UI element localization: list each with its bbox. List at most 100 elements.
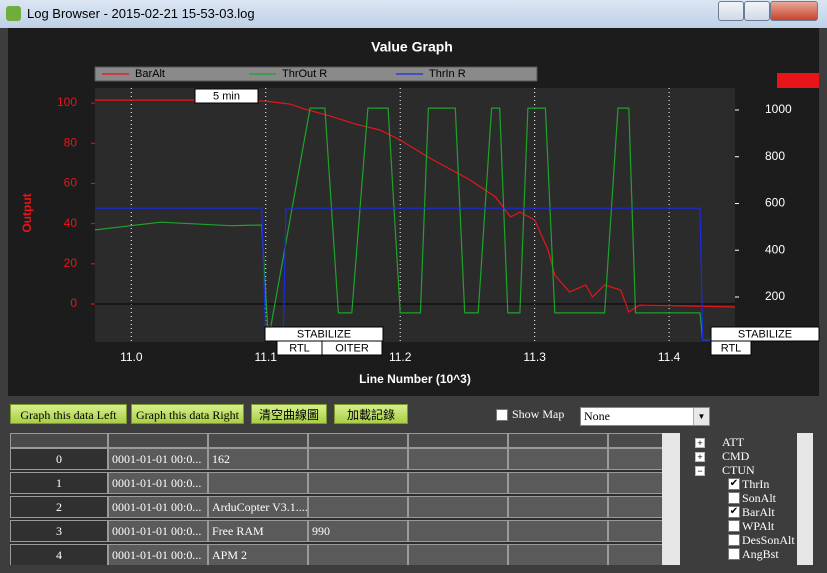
graph-button[interactable]: Graph this data Right [131,404,244,424]
expand-toggle[interactable]: − [695,466,705,476]
column-header[interactable] [10,433,108,448]
x-tick-label: 11.3 [523,350,546,364]
annotation: RTL [289,342,310,354]
tree-checkbox[interactable]: ✔ [728,478,740,490]
y-tick-label: 0 [70,296,77,310]
y-tick-label: 80 [64,135,78,149]
table-cell [408,496,508,518]
graph-button[interactable]: 加載記錄 [334,404,408,424]
annotation: STABILIZE [738,328,792,340]
table-cell [408,472,508,494]
table-cell: Free RAM [208,520,308,542]
annotation: STABILIZE [297,328,351,340]
y2-tick-label: 800 [765,149,785,163]
tree-leaf[interactable]: AngBst [742,547,779,561]
x-axis-label: Line Number (10^3) [359,372,471,386]
column-header[interactable] [408,433,508,448]
annotation: RTL [721,342,742,354]
y2-tick-label: 200 [765,289,785,303]
x-tick-label: 11.2 [389,350,412,364]
dropdown-arrow[interactable]: ▼ [693,408,709,425]
tree-leaf[interactable]: WPAlt [742,519,775,533]
y-axis-label: Output [20,193,34,232]
maximize-button[interactable] [744,1,770,21]
tree-leaf[interactable]: BarAlt [742,505,775,519]
annotation-box [710,326,820,342]
y2-tick-label: 600 [765,196,785,210]
x-tick-label: 11.0 [120,350,143,364]
legend-swatch [777,73,819,88]
table-cell: 0001-01-01 00:0... [108,520,208,542]
table-cell: 0001-01-01 00:0... [108,544,208,565]
show-map-checkbox[interactable] [496,409,508,421]
tree-checkbox[interactable] [728,520,740,532]
table-cell [508,448,608,470]
y-tick-label: 20 [64,256,78,270]
series-line [95,107,735,341]
table-cell: APM 2 [208,544,308,565]
minimize-button[interactable] [718,1,744,21]
table-cell [408,520,508,542]
table-cell [608,472,668,494]
annotation-box [710,340,752,356]
tree-checkbox[interactable]: ✔ [728,506,740,518]
show-map-label: Show Map [512,407,565,421]
x-tick-label: 11.1 [255,350,278,364]
title-bar: Log Browser - 2015-02-21 15-53-03.log [0,0,827,28]
legend-label: ThrOut R [282,68,327,80]
y-tick-label: 100 [57,95,77,109]
scrollbar[interactable] [662,433,680,565]
graph-button[interactable]: 清空曲線圖 [251,404,327,424]
tree-checkbox[interactable] [728,548,740,560]
column-header[interactable] [508,433,608,448]
y-tick-label: 60 [64,176,78,190]
tree-leaf[interactable]: SonAlt [742,491,777,505]
table-cell [408,448,508,470]
annotation: OITER [335,342,369,354]
tree-leaf[interactable]: DesSonAlt [742,533,795,547]
row-index: 1 [10,472,108,494]
table-cell [608,544,668,565]
table-cell [608,448,668,470]
row-index: 0 [10,448,108,470]
tree-node[interactable]: CTUN [722,463,755,477]
table-cell: 0001-01-01 00:0... [108,448,208,470]
series-group [95,99,735,341]
annotation-box [321,340,383,356]
tree-scrollbar[interactable] [797,433,813,565]
expand-toggle[interactable]: + [695,438,705,448]
graph-button[interactable]: Graph this data Left [10,404,127,424]
legend-label: ThrIn R [429,68,466,80]
tree-checkbox[interactable] [728,492,740,504]
tree-checkbox[interactable] [728,534,740,546]
table-cell: 162 [208,448,308,470]
data-table: 0 0001-01-01 00:0... 162 1 0001-01-01 00:0..… [10,433,680,565]
table-cell [608,496,668,518]
y2-tick-label: 400 [765,242,785,256]
chart: Value Graph Line Number (10^3) Output 11… [8,28,820,396]
table-cell [508,520,608,542]
table-cell: 0001-01-01 00:0... [108,472,208,494]
column-header[interactable] [108,433,208,448]
table-cell [508,544,608,565]
map-dropdown[interactable]: None ▼ [580,407,710,426]
close-button[interactable] [770,1,818,21]
tree-node[interactable]: ATT [722,435,744,449]
tree-leaf[interactable]: ThrIn [742,477,770,491]
app-icon [6,6,21,21]
tree-node[interactable]: CMD [722,449,750,463]
field-tree: + ATT + CMD − CTUN ✔ ThrIn SonAlt ✔ BarAlt WPAlt Des… [690,433,815,565]
y-tick-label: 40 [64,216,78,230]
column-header[interactable] [308,433,408,448]
table-cell [308,472,408,494]
table-cell: ArduCopter V3.1.... [208,496,308,518]
series-line [95,99,735,314]
table-cell [308,448,408,470]
table-cell [208,472,308,494]
expand-toggle[interactable]: + [695,452,705,462]
table-cell: 0001-01-01 00:0... [108,496,208,518]
column-header[interactable] [608,433,668,448]
column-header[interactable] [208,433,308,448]
series-line [95,207,735,341]
